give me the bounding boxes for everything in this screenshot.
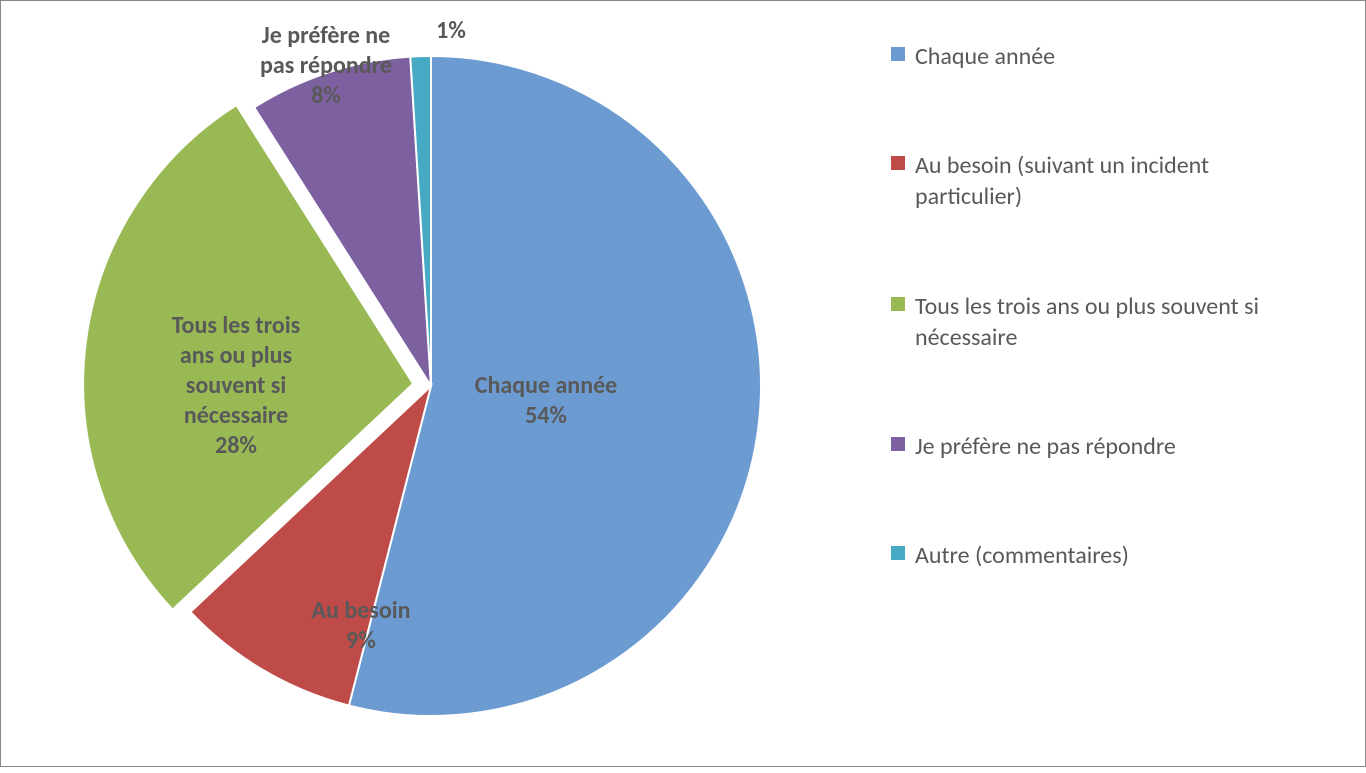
data-label-4: 1% [426, 16, 476, 46]
legend-item-1: Au besoin (suivant un incident particuli… [891, 150, 1331, 212]
legend-item-3: Je préfère ne pas répondre [891, 431, 1331, 462]
data-label-line: 1% [426, 16, 476, 46]
data-label-line: ans ou plus [126, 341, 346, 371]
chart-legend: Chaque année Au besoin (suivant un incide… [891, 41, 1331, 649]
legend-swatch [891, 546, 905, 560]
legend-label: Je préfère ne pas répondre [915, 431, 1176, 462]
data-label-line: 28% [126, 431, 346, 461]
data-label-line: souvent si [126, 371, 346, 401]
data-label-line: Tous les trois [126, 311, 346, 341]
legend-label: Chaque année [915, 41, 1055, 72]
data-label-line: 9% [281, 626, 441, 656]
legend-label: Tous les trois ans ou plus souvent si né… [915, 291, 1295, 353]
legend-item-0: Chaque année [891, 41, 1331, 72]
data-label-1: Au besoin9% [281, 596, 441, 656]
data-label-line: nécessaire [126, 401, 346, 431]
data-label-line: Chaque année [441, 371, 651, 401]
legend-label: Au besoin (suivant un incident particuli… [915, 150, 1295, 212]
data-label-0: Chaque année54% [441, 371, 651, 431]
data-label-line: pas répondre [226, 51, 426, 81]
data-label-line: Au besoin [281, 596, 441, 626]
data-label-line: 54% [441, 401, 651, 431]
data-label-line: 8% [226, 81, 426, 111]
data-label-2: Tous les troisans ou plussouvent sinéces… [126, 311, 346, 461]
legend-swatch [891, 156, 905, 170]
legend-label: Autre (commentaires) [915, 540, 1129, 571]
legend-swatch [891, 437, 905, 451]
data-label-line: Je préfère ne [226, 21, 426, 51]
legend-item-2: Tous les trois ans ou plus souvent si né… [891, 291, 1331, 353]
data-label-3: Je préfère nepas répondre8% [226, 21, 426, 111]
legend-swatch [891, 297, 905, 311]
legend-swatch [891, 47, 905, 61]
legend-item-4: Autre (commentaires) [891, 540, 1331, 571]
pie-chart-container: Chaque année Au besoin (suivant un incide… [0, 0, 1366, 767]
